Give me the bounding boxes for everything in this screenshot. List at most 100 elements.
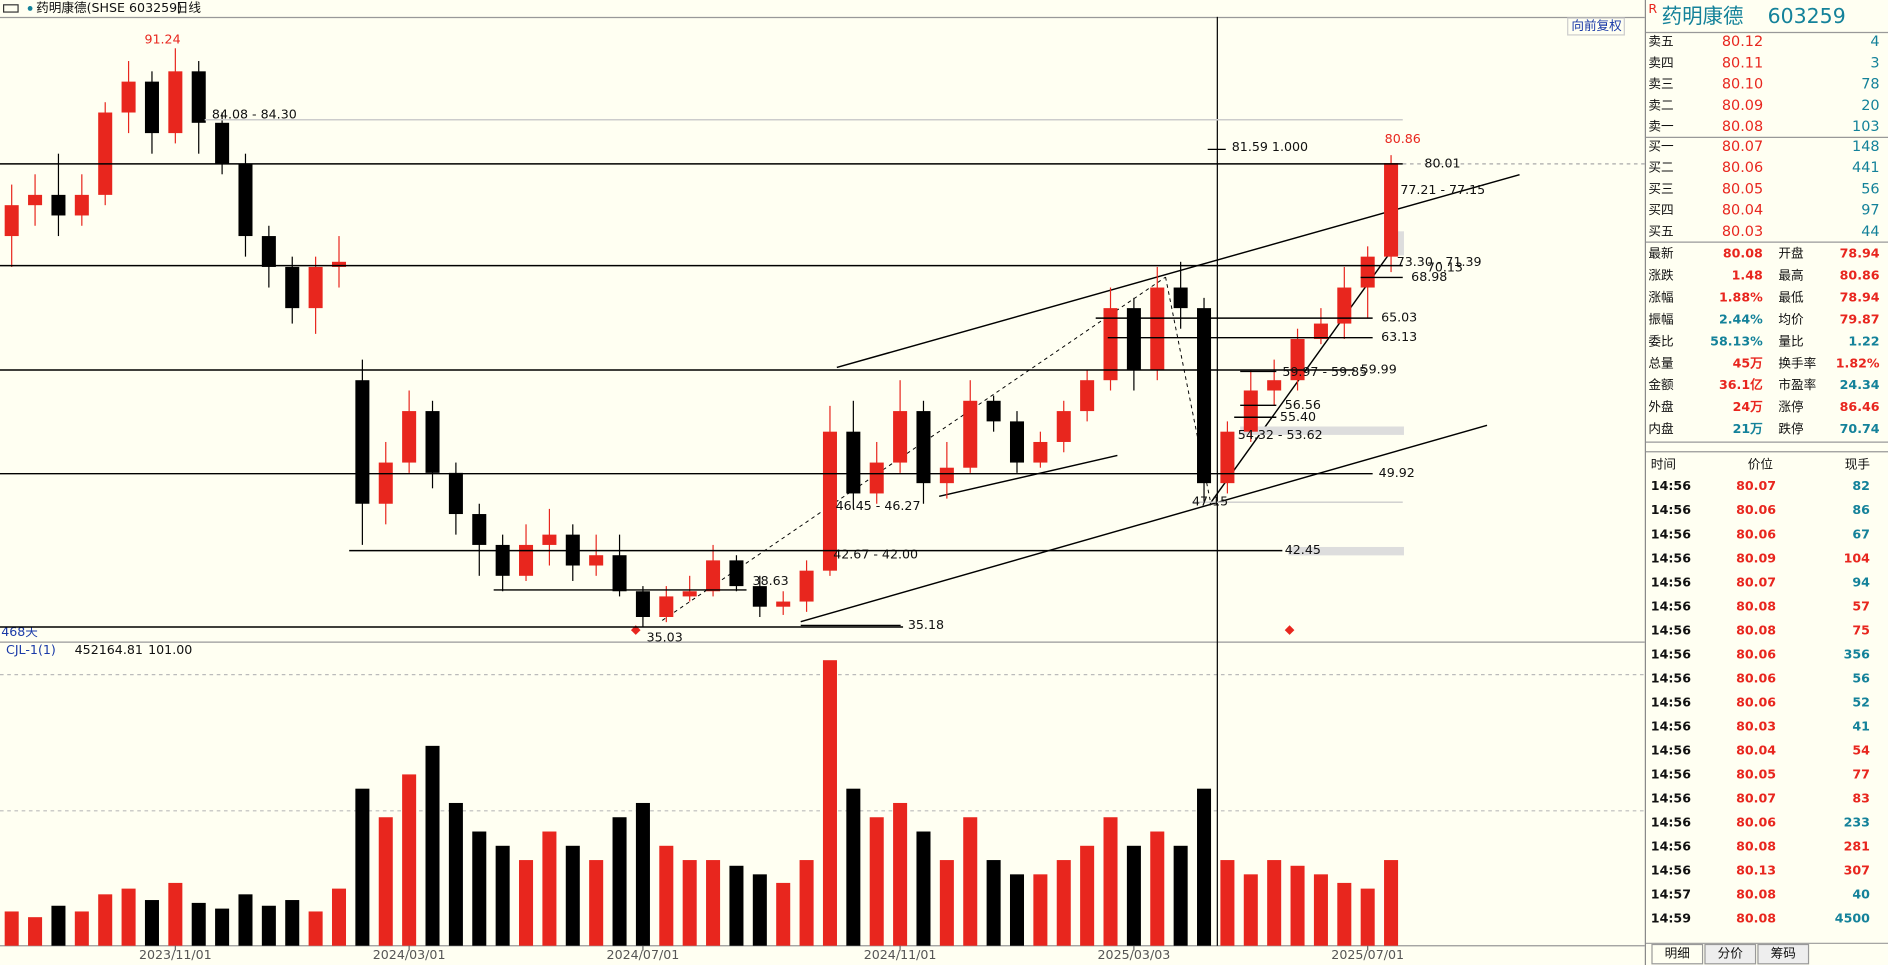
candle-body [1360,256,1375,288]
stat-label: 开盘 [1778,246,1804,261]
volume-bar [565,845,580,946]
volume-bar [1197,788,1212,946]
volume-bar [799,860,814,946]
book-qty: 56 [1861,181,1879,197]
candle-body [986,400,1001,422]
stat-label: 涨跌 [1648,268,1674,283]
tick-qty: 4500 [1835,911,1870,926]
candle-body [308,266,323,309]
book-qty: 4 [1870,34,1879,50]
volume-bar [472,831,487,946]
volume-bar [729,865,744,946]
volume-bar [331,888,347,946]
icon[interactable] [3,4,19,13]
level-label: 38.63 [753,573,789,588]
level-label: 35.18 [908,617,944,632]
stat-label: 跌停 [1778,421,1803,436]
stat-value: 21万 [1733,421,1764,436]
tick-time: 14:56 [1651,815,1691,830]
tick-time: 14:56 [1651,839,1691,854]
adjust[interactable]: 向前复权 [1571,18,1622,33]
book-price: 80.10 [1722,77,1763,93]
candle-body [74,194,89,216]
tick-price: 80.07 [1736,574,1776,589]
level-label: 63.13 [1381,329,1417,344]
period[interactable]: 日线 [176,0,202,15]
tick-qty: 233 [1844,815,1870,830]
candle-body [612,555,627,592]
volume-bar [1056,860,1071,946]
level-label: 80.86 [1385,131,1421,146]
x-tick-label: 2024/11/01 [864,947,937,962]
tick-time: 14:56 [1651,550,1691,565]
tick-time: 14:56 [1651,718,1691,733]
tick-price: 80.05 [1736,766,1776,781]
volume-bar [1360,888,1375,946]
level-label: 47.15 [1192,494,1228,509]
stock-code: 603259 [1768,4,1846,28]
tab[interactable] [1704,943,1757,965]
tab-label[interactable]: 筹码 [1771,946,1796,961]
volume-bar [215,908,230,946]
tick-time: 14:56 [1651,742,1691,757]
tick-qty: 356 [1844,646,1871,661]
book-price: 80.08 [1722,119,1763,135]
book-qty: 3 [1870,55,1879,71]
stock-name: 药明康德 [1662,4,1744,28]
tick-price: 80.06 [1736,526,1776,541]
candle-body [378,462,393,504]
tick-price: 80.08 [1736,622,1776,637]
level-label: 81.59 1.000 [1232,139,1308,154]
candle-body [542,534,557,545]
level-label: 91.24 [144,31,180,46]
book-price: 80.05 [1722,181,1763,197]
tick-time: 14:56 [1651,574,1691,589]
tab[interactable] [1757,943,1810,965]
book-price: 80.07 [1722,139,1763,155]
tick-price: 80.04 [1736,742,1776,757]
candle-body [822,431,837,571]
candle-body [752,586,767,607]
candle-body [1150,287,1165,370]
book-qty: 103 [1852,119,1880,135]
volume-bar [1337,882,1352,946]
x-tick-label: 2024/07/01 [607,947,680,962]
indicator-name[interactable]: CJL-1(1) [6,642,56,657]
volume-bar [1173,845,1188,946]
stat-label: 最高 [1778,268,1803,283]
tab[interactable] [1651,943,1704,965]
tab-label[interactable]: 明细 [1665,946,1690,961]
candle-body [682,591,697,597]
tick-qty: 56 [1852,670,1870,685]
level-label: 54.32 - 53.62 [1238,427,1323,442]
trend-line [800,424,1488,623]
book-price: 80.03 [1722,224,1763,240]
tick-qty: 307 [1844,863,1870,878]
volume-bar [1290,865,1305,946]
level-label: 59.99 [1361,362,1397,377]
volume-bar [191,902,206,946]
volume-bar [963,817,978,946]
stat-value: 2.44% [1719,311,1763,326]
stat-value: 45万 [1733,355,1764,370]
adjust-box[interactable] [1567,17,1625,36]
indicator-value: 101.00 [148,642,192,657]
tick-qty: 75 [1852,622,1870,637]
candle-body [963,400,978,468]
book-label: 买二 [1648,160,1673,175]
tab-label[interactable]: 分价 [1718,946,1744,961]
candle-body [519,544,534,576]
stat-value: 1.82% [1836,355,1880,370]
tick-time: 14:56 [1651,694,1691,709]
tick-qty: 57 [1852,598,1870,613]
stat-label: 涨幅 [1648,290,1673,305]
tick-price: 80.08 [1736,598,1776,613]
volume-bar [425,745,440,946]
book-qty: 148 [1852,139,1880,155]
days-label: 468天 [1,624,38,639]
volume-bar [893,802,908,946]
volume-bar [846,788,861,946]
volume-bar [752,874,767,946]
book-price: 80.12 [1722,34,1763,50]
volume-bar [776,882,791,946]
